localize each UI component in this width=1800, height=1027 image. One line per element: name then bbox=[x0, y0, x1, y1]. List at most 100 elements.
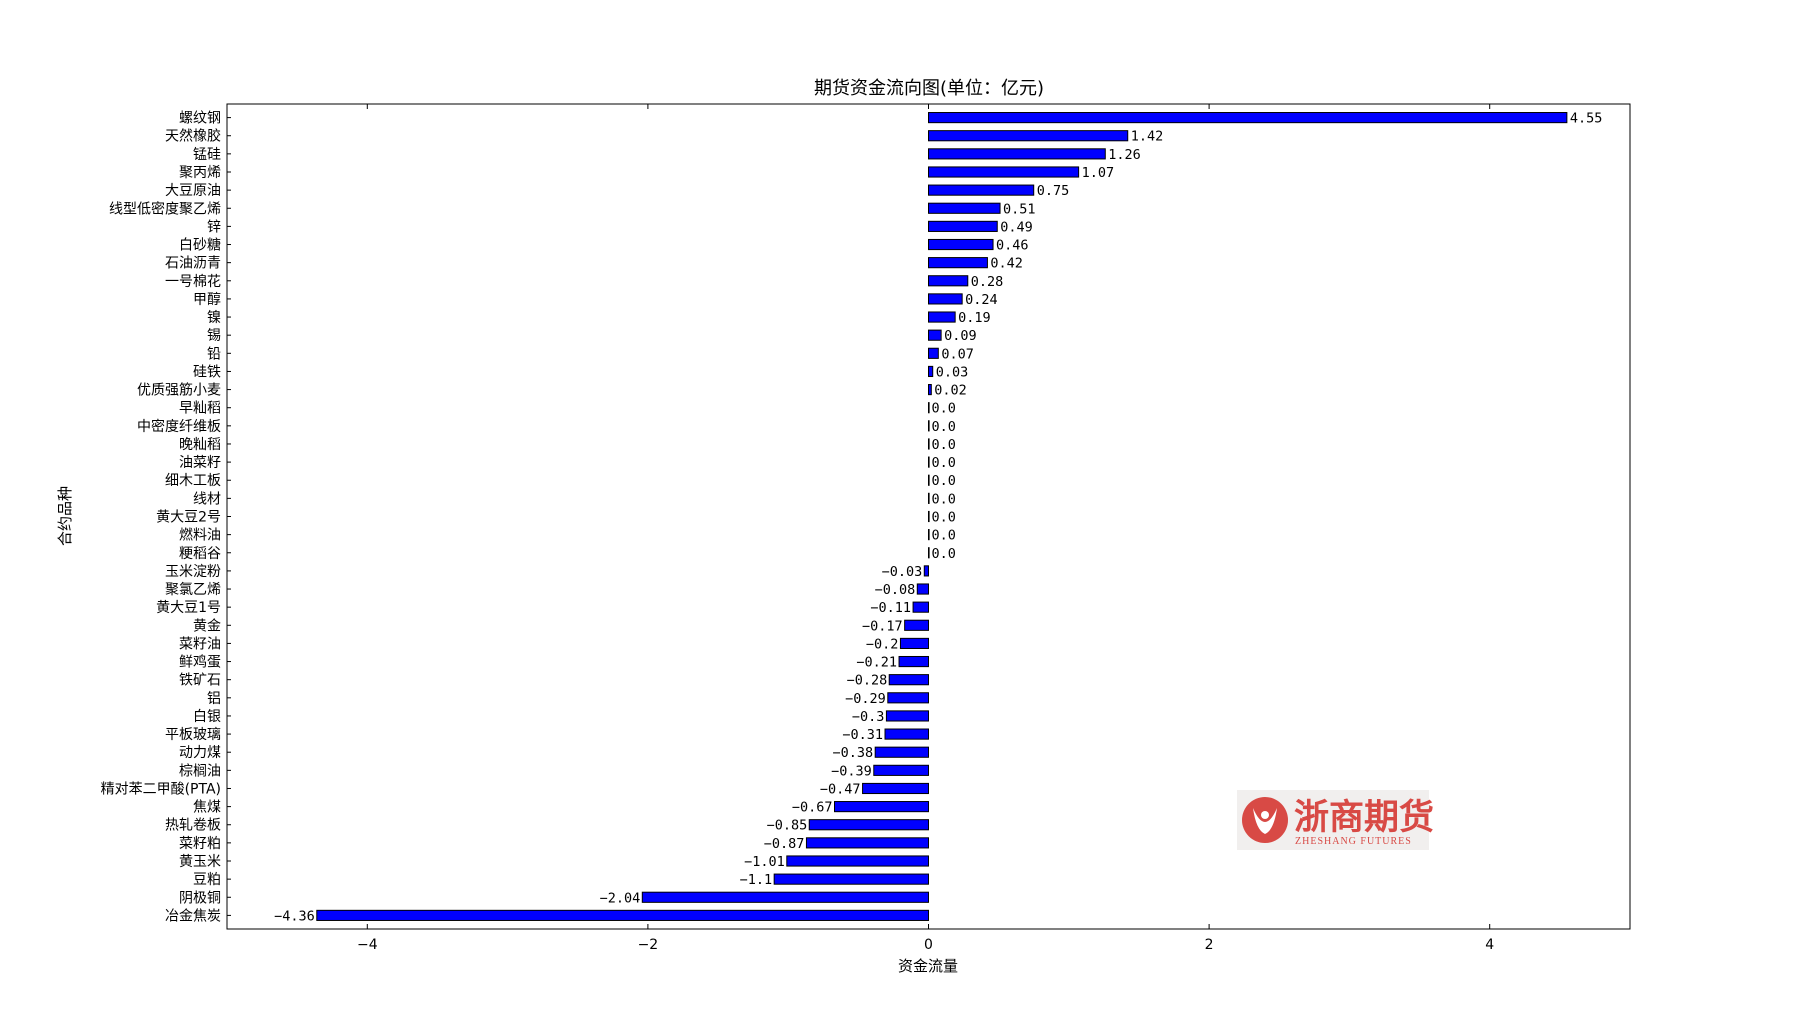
category-label: 中密度纤维板 bbox=[137, 418, 221, 435]
x-axis-title: 资金流量 bbox=[898, 957, 958, 975]
bar bbox=[928, 547, 930, 559]
value-label: −0.08 bbox=[875, 582, 916, 598]
value-label: 0.49 bbox=[1000, 219, 1033, 235]
category-label: 焦煤 bbox=[193, 800, 221, 816]
bar bbox=[885, 710, 929, 722]
category-label: 燃料油 bbox=[179, 527, 221, 544]
category-label: 黄大豆2号 bbox=[156, 509, 221, 526]
category-label: 早籼稻 bbox=[179, 401, 221, 417]
bar bbox=[873, 764, 930, 776]
bar bbox=[862, 782, 929, 795]
category-label: 精对苯二甲酸(PTA) bbox=[101, 780, 221, 797]
bar bbox=[928, 220, 998, 232]
value-label: 0.28 bbox=[971, 274, 1004, 290]
category-label: 鲜鸡蛋 bbox=[179, 654, 221, 671]
value-label: −0.38 bbox=[833, 745, 874, 761]
category-label: 一号棉花 bbox=[165, 273, 221, 290]
category-label: 铝 bbox=[207, 691, 221, 707]
bar bbox=[884, 728, 930, 740]
bar bbox=[928, 529, 930, 541]
bar bbox=[928, 384, 932, 396]
bar bbox=[928, 130, 1129, 142]
x-tick-label: 0 bbox=[924, 937, 933, 953]
category-label: 锰硅 bbox=[193, 147, 221, 163]
value-label: 4.55 bbox=[1570, 111, 1603, 127]
value-label: −0.87 bbox=[764, 836, 805, 852]
bar bbox=[928, 148, 1106, 160]
category-label: 热轧卷板 bbox=[165, 818, 221, 834]
category-label: 豆粕 bbox=[193, 872, 221, 888]
bar bbox=[928, 166, 1080, 178]
category-label: 铅 bbox=[207, 346, 221, 362]
category-label: 黄金 bbox=[193, 617, 221, 634]
bar bbox=[928, 184, 1035, 196]
category-label: 优质强筋小麦 bbox=[137, 382, 221, 399]
value-label: −0.31 bbox=[842, 727, 883, 743]
category-label: 粳稻谷 bbox=[179, 546, 221, 562]
value-label: 0.51 bbox=[1003, 201, 1036, 217]
bar bbox=[773, 873, 929, 885]
value-label: 0.09 bbox=[944, 328, 977, 344]
value-label: −0.17 bbox=[862, 618, 903, 634]
bar bbox=[928, 420, 930, 432]
category-label: 阴极铜 bbox=[179, 890, 221, 906]
category-label: 菜籽粕 bbox=[179, 836, 221, 852]
value-label: 0.46 bbox=[996, 238, 1029, 254]
category-label: 聚丙烯 bbox=[179, 165, 221, 181]
zheshang-logo: 浙商期货 ZHESHANG FUTURES bbox=[1237, 790, 1434, 850]
bar bbox=[928, 293, 963, 305]
value-label: −0.39 bbox=[831, 763, 872, 779]
category-label: 聚氯乙烯 bbox=[165, 582, 221, 598]
category-label: 线材 bbox=[193, 491, 221, 507]
value-label: 0.0 bbox=[932, 491, 956, 507]
bar bbox=[923, 565, 929, 577]
plot-frame bbox=[226, 103, 1631, 930]
category-label: 白砂糖 bbox=[179, 238, 221, 254]
value-label: −2.04 bbox=[600, 890, 641, 906]
category-label: 甲醇 bbox=[193, 291, 221, 308]
value-label: 0.07 bbox=[941, 346, 974, 362]
category-label: 晚籼稻 bbox=[179, 437, 221, 453]
bar bbox=[928, 347, 939, 359]
value-label: 0.0 bbox=[932, 455, 956, 471]
value-label: −1.1 bbox=[740, 872, 773, 888]
logo-mark-icon bbox=[1242, 797, 1288, 843]
category-label: 白银 bbox=[193, 709, 221, 725]
value-label: 0.03 bbox=[936, 364, 969, 380]
category-label: 铁矿石 bbox=[179, 673, 221, 689]
value-label: 0.0 bbox=[932, 473, 956, 489]
bar bbox=[912, 601, 930, 613]
bar bbox=[928, 311, 956, 323]
category-label: 细木工板 bbox=[165, 473, 221, 489]
value-label: 1.07 bbox=[1082, 165, 1115, 181]
logo-text-en: ZHESHANG FUTURES bbox=[1295, 836, 1412, 847]
y-axis-title: 合约品种 bbox=[56, 486, 74, 546]
value-label: 0.19 bbox=[958, 310, 991, 326]
value-label: −0.85 bbox=[767, 818, 808, 834]
category-label: 螺纹钢 bbox=[179, 111, 221, 127]
bar bbox=[888, 674, 929, 686]
value-label: 0.0 bbox=[932, 401, 956, 417]
category-label: 线型低密度聚乙烯 bbox=[109, 200, 221, 217]
bar bbox=[834, 801, 929, 813]
value-label: 1.42 bbox=[1131, 129, 1164, 145]
x-tick-label: −4 bbox=[357, 937, 378, 953]
value-label: −0.2 bbox=[866, 636, 899, 652]
category-label: 石油沥青 bbox=[165, 256, 221, 272]
bar bbox=[808, 819, 929, 831]
category-label: 硅铁 bbox=[193, 364, 221, 380]
bar bbox=[928, 510, 930, 523]
bar bbox=[928, 275, 969, 287]
bar bbox=[928, 329, 942, 341]
category-label: 天然橡胶 bbox=[165, 128, 221, 145]
category-label: 玉米淀粉 bbox=[165, 564, 221, 580]
category-label: 大豆原油 bbox=[165, 183, 221, 199]
value-label: 0.02 bbox=[934, 383, 967, 399]
value-label: 0.0 bbox=[932, 546, 956, 562]
bar bbox=[641, 891, 929, 903]
value-label: −0.11 bbox=[870, 600, 911, 616]
value-label: 0.42 bbox=[990, 256, 1023, 272]
category-label: 菜籽油 bbox=[179, 636, 221, 652]
value-label: −0.29 bbox=[845, 691, 886, 707]
